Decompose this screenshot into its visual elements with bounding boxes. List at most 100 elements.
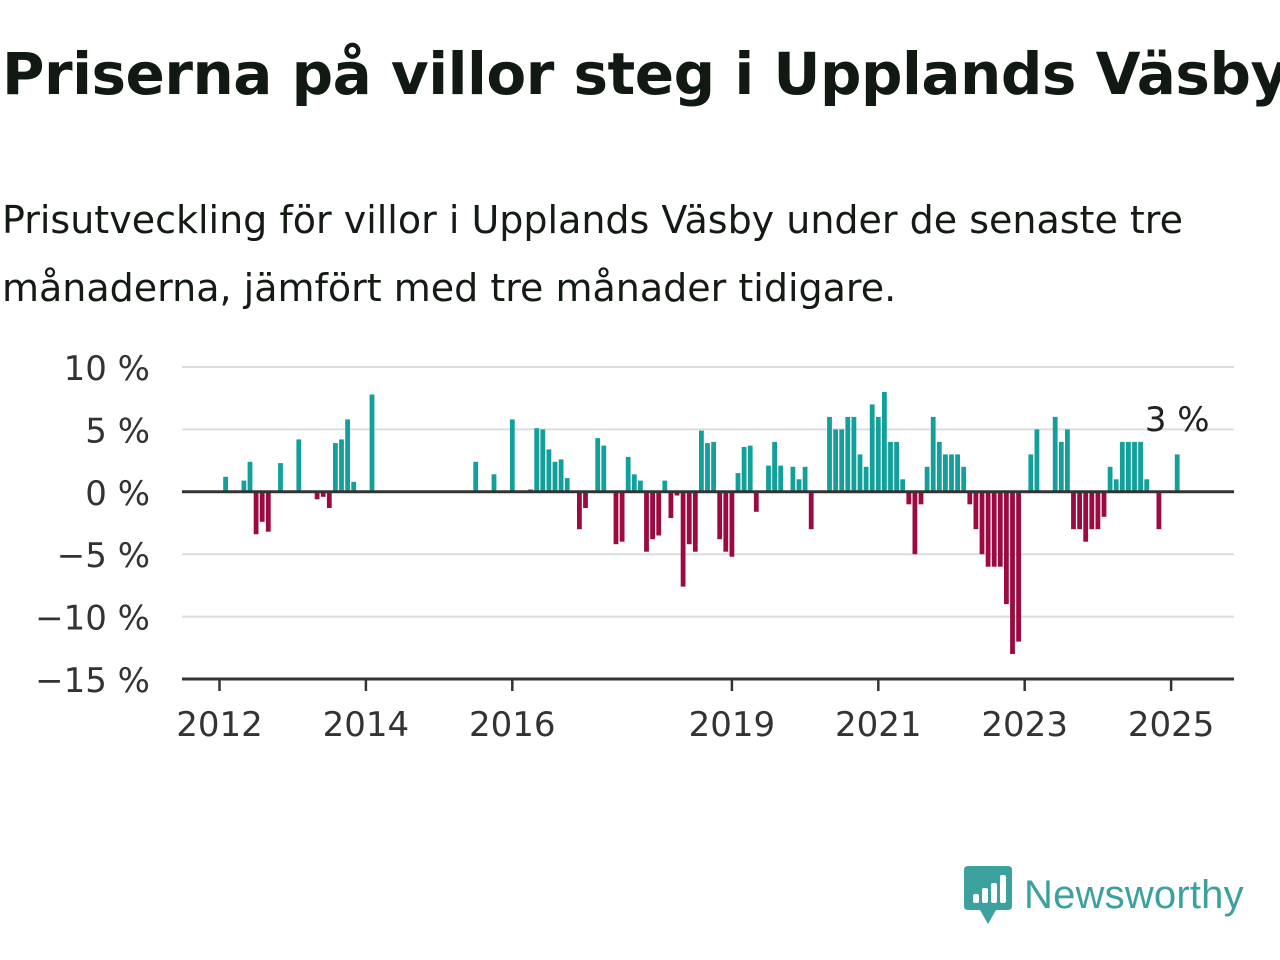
bar	[1058, 441, 1064, 492]
bar	[345, 419, 350, 492]
bar	[351, 481, 357, 492]
bar	[1077, 491, 1082, 530]
bar	[638, 480, 643, 492]
bar	[613, 491, 619, 545]
bar	[802, 466, 808, 492]
bar	[1132, 441, 1137, 492]
bar	[662, 480, 668, 492]
bar	[753, 491, 759, 512]
bar	[912, 491, 918, 555]
x-tick-label: 2014	[323, 705, 410, 745]
bar	[943, 454, 948, 492]
bar	[699, 430, 704, 492]
bar	[473, 461, 479, 492]
bar	[723, 491, 729, 552]
bar	[692, 491, 698, 552]
bar	[619, 491, 625, 542]
y-axis-labels: 10 % 5 % 0 % −5 % −10 % −15 %	[35, 349, 150, 701]
bar	[930, 416, 936, 492]
x-tick-label: 2016	[469, 705, 556, 745]
bar	[631, 474, 637, 492]
bar	[961, 466, 967, 492]
bar	[808, 491, 814, 530]
bar	[369, 394, 375, 492]
y-tick-label: 0 %	[85, 474, 150, 514]
bar	[534, 428, 540, 492]
gridlines	[182, 366, 1234, 618]
bar	[705, 443, 710, 492]
bar	[949, 454, 954, 492]
bar	[326, 491, 332, 508]
bar	[1095, 491, 1101, 530]
bar	[656, 491, 662, 536]
bar	[564, 478, 570, 492]
bar	[668, 491, 674, 518]
x-tick-label: 2025	[1128, 705, 1215, 745]
bar	[1126, 441, 1131, 492]
bar	[625, 456, 631, 492]
bar	[711, 441, 716, 492]
bar	[747, 445, 753, 492]
bar	[546, 449, 552, 492]
bar	[278, 463, 283, 492]
bar	[314, 491, 320, 500]
bar	[900, 479, 906, 492]
bar	[241, 480, 247, 492]
bar	[766, 465, 771, 492]
bar	[296, 439, 302, 492]
bar	[839, 429, 845, 492]
bar	[552, 461, 558, 492]
bar	[796, 479, 802, 492]
bar	[869, 404, 875, 492]
brand-logo: Newsworthy	[962, 864, 1244, 926]
bar	[845, 416, 851, 492]
bar	[253, 491, 259, 535]
bar	[644, 491, 649, 552]
newsworthy-logo-icon	[964, 866, 1012, 924]
bar	[1071, 491, 1076, 530]
y-tick-label: 10 %	[64, 349, 150, 389]
bar	[955, 454, 960, 492]
bar	[339, 439, 344, 492]
bar	[973, 491, 979, 530]
bar	[1138, 441, 1143, 492]
bar	[827, 416, 832, 492]
bar	[1016, 491, 1021, 642]
bar	[833, 429, 838, 492]
bar	[583, 491, 588, 508]
y-tick-label: −15 %	[35, 661, 150, 701]
bar	[333, 443, 338, 492]
bar	[741, 446, 747, 492]
page-title: Priserna på villor steg i Upplands Väsby	[2, 40, 1280, 108]
bar	[650, 491, 655, 540]
bar	[1028, 454, 1034, 492]
y-tick-label: 5 %	[85, 411, 150, 451]
bar	[1113, 479, 1119, 492]
bar	[729, 491, 735, 557]
bar	[1052, 416, 1058, 492]
bar	[997, 491, 1003, 567]
bar	[674, 491, 680, 496]
bar	[1119, 441, 1125, 492]
bar	[894, 441, 899, 492]
bar	[247, 461, 253, 492]
bar	[1089, 491, 1095, 530]
bar	[577, 491, 582, 530]
x-axis-ticks: 2012 2014 2016 2019 2021 2023 2025	[176, 679, 1214, 745]
y-tick-label: −10 %	[35, 599, 150, 639]
x-tick-label: 2021	[835, 705, 922, 745]
bar	[936, 441, 942, 492]
y-tick-label: −5 %	[57, 536, 150, 576]
bar	[558, 459, 564, 492]
bar	[601, 445, 607, 492]
bar	[1174, 454, 1180, 492]
bar	[967, 491, 973, 505]
bar	[540, 429, 546, 492]
bar	[595, 438, 601, 492]
bar	[1156, 491, 1162, 530]
bar	[906, 491, 912, 505]
bar	[778, 465, 784, 492]
bar	[888, 441, 893, 492]
bars	[223, 392, 1180, 654]
bar-chart: 10 %5 %0 %−5 %−10 %−15 % 2012 2014 2016 201…	[35, 349, 1234, 745]
